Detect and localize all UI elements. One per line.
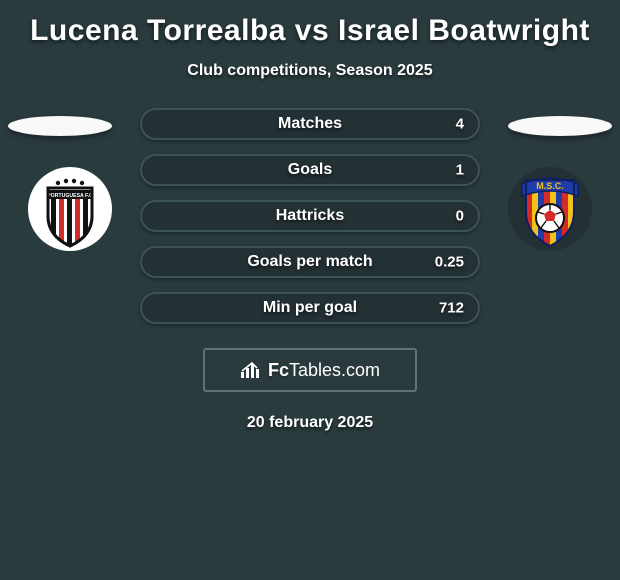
stat-value-right: 0 [456, 208, 464, 225]
watermark: FcTables.com [203, 348, 417, 392]
stat-label: Hattricks [276, 207, 344, 225]
stat-row-matches: Matches 4 [140, 108, 480, 140]
stat-rows: Matches 4 Goals 1 Hattricks 0 Goals per … [140, 108, 480, 324]
svg-text:M.S.C.: M.S.C. [536, 181, 564, 191]
date-label: 20 february 2025 [0, 414, 620, 432]
watermark-rest: Tables.com [289, 360, 380, 380]
club-badge-left: PORTUGUESA F.C [22, 166, 118, 252]
stat-value-right: 4 [456, 116, 464, 133]
player-left-ellipse [8, 116, 112, 136]
stat-row-goals: Goals 1 [140, 154, 480, 186]
stat-value-right: 712 [439, 300, 464, 317]
stat-label: Goals per match [247, 253, 372, 271]
club-badge-right-svg: M.S.C. [502, 166, 598, 252]
watermark-text: FcTables.com [268, 360, 380, 381]
comparison-card: Lucena Torrealba vs Israel Boatwright Cl… [0, 0, 620, 432]
stat-label: Goals [288, 161, 332, 179]
stat-row-mpg: Min per goal 712 [140, 292, 480, 324]
page-title: Lucena Torrealba vs Israel Boatwright [0, 14, 620, 48]
svg-text:PORTUGUESA F.C: PORTUGUESA F.C [47, 193, 93, 199]
stats-stage: PORTUGUESA F.C [0, 108, 620, 328]
stat-label: Matches [278, 115, 342, 133]
stat-row-gpm: Goals per match 0.25 [140, 246, 480, 278]
player-right-ellipse [508, 116, 612, 136]
stat-value-right: 0.25 [435, 254, 464, 271]
stat-row-hattricks: Hattricks 0 [140, 200, 480, 232]
stat-value-right: 1 [456, 162, 464, 179]
stat-label: Min per goal [263, 299, 357, 317]
bars-icon [240, 360, 262, 380]
club-badge-left-svg: PORTUGUESA F.C [22, 166, 118, 252]
watermark-bold: Fc [268, 360, 289, 380]
club-badge-right: M.S.C. [502, 166, 598, 252]
page-subtitle: Club competitions, Season 2025 [0, 62, 620, 80]
